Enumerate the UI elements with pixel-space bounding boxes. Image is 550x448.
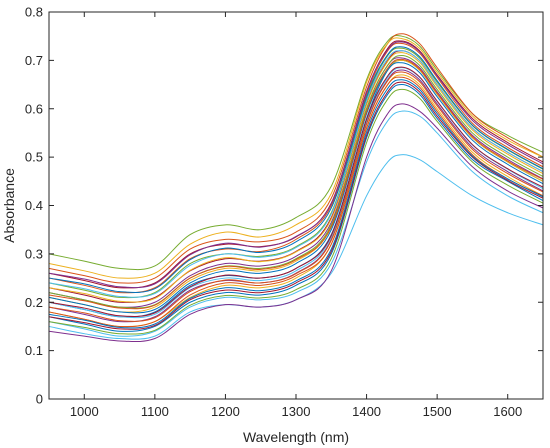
y-tick-label: 0.5	[25, 150, 43, 165]
spectrum-line-22	[48, 46, 544, 293]
y-tick-label: 0.6	[25, 101, 43, 116]
x-tick-label: 1100	[141, 404, 169, 419]
spectrum-line-15	[48, 62, 544, 314]
y-tick-label: 0.2	[25, 295, 43, 310]
spectrum-line-12	[48, 47, 544, 299]
spectrum-line-16	[48, 76, 544, 328]
x-tick-label: 1300	[282, 404, 311, 419]
spectrum-line-17	[48, 37, 544, 279]
y-axis-title: Absorbance	[1, 168, 17, 243]
spectrum-line-5	[48, 34, 544, 271]
spectrum-line-4	[48, 57, 544, 308]
x-tick-label: 1400	[352, 404, 381, 419]
spectrum-line-8	[48, 84, 544, 332]
spectrum-line-19	[48, 55, 544, 309]
series-lines	[48, 33, 544, 343]
y-tick-label: 0	[36, 392, 43, 407]
spectrum-line-28	[48, 66, 544, 318]
axis-ticks: 1000 1100 1200 1300 1400 1500 1600 0 0.1 0.2 0.3 0.…	[25, 5, 543, 419]
x-axis-title: Wavelength (nm)	[243, 429, 349, 445]
spectrum-line-29	[48, 79, 544, 329]
y-tick-label: 0.8	[25, 5, 43, 20]
x-tick-label: 1000	[70, 404, 99, 419]
spectrum-line-7	[48, 50, 544, 303]
spectrum-line-27	[48, 50, 544, 298]
spectrum-line-24	[48, 52, 544, 303]
spectrum-line-6	[48, 154, 544, 340]
spectrum-line-11	[48, 69, 544, 323]
spectrum-line-20	[48, 67, 544, 319]
y-tick-label: 0.3	[25, 246, 43, 261]
spectrum-line-10	[48, 59, 544, 313]
spectrum-line-30	[48, 58, 544, 310]
spectrum-line-18	[48, 103, 544, 343]
x-tick-label: 1600	[493, 404, 522, 419]
spectrum-line-13	[48, 110, 544, 337]
y-tick-label: 0.1	[25, 343, 43, 358]
x-tick-label: 1500	[423, 404, 452, 419]
y-tick-label: 0.4	[25, 198, 43, 213]
x-tick-label: 1200	[211, 404, 240, 419]
spectrum-line-9	[48, 33, 544, 284]
spectrum-line-25	[48, 41, 544, 289]
y-tick-label: 0.7	[25, 53, 43, 68]
spectrum-line-23	[48, 71, 544, 322]
spectrum-line-21	[48, 81, 544, 330]
spectrum-line-2	[48, 42, 544, 294]
spectrum-line-26	[48, 88, 544, 335]
